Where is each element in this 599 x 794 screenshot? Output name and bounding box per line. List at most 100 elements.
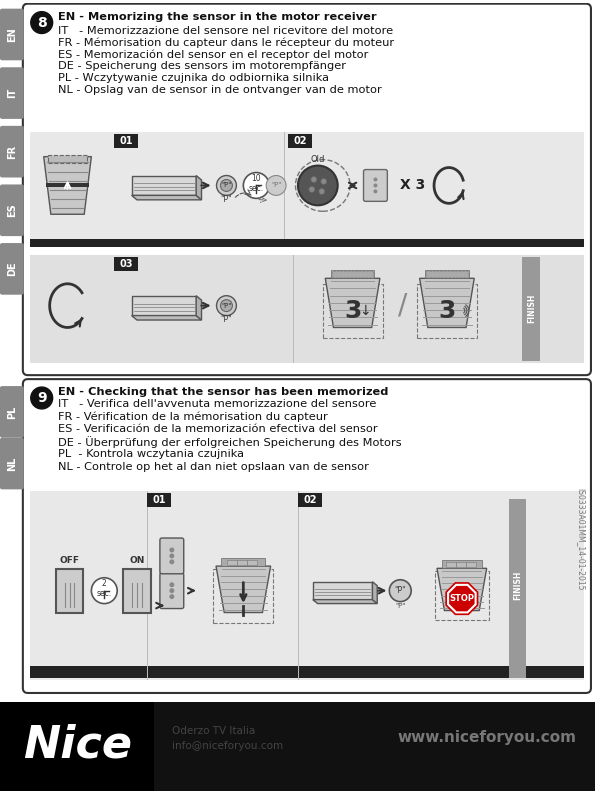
Text: OFF: OFF (59, 557, 80, 565)
Text: Nice SpA: Nice SpA (172, 709, 231, 723)
Bar (298, 491, 300, 680)
Polygon shape (313, 599, 377, 603)
Circle shape (170, 553, 174, 558)
Text: 9: 9 (37, 391, 47, 405)
FancyBboxPatch shape (0, 126, 24, 178)
FancyBboxPatch shape (56, 569, 83, 612)
Text: FR - Vérification de la mémorisation du capteur: FR - Vérification de la mémorisation du … (58, 411, 328, 422)
Text: EN - Memorizing the sensor in the motor receiver: EN - Memorizing the sensor in the motor … (58, 12, 376, 21)
Circle shape (220, 179, 232, 191)
Bar (30, 666, 584, 678)
Bar (237, 560, 247, 565)
Text: "P": "P" (220, 315, 232, 324)
Text: X 3: X 3 (400, 179, 425, 192)
Text: NL - Opslag van de sensor in de ontvanger van de motor: NL - Opslag van de sensor in de ontvange… (58, 85, 382, 95)
Text: PL: PL (7, 405, 17, 418)
Circle shape (170, 582, 174, 588)
FancyBboxPatch shape (298, 493, 322, 507)
Text: 02: 02 (303, 495, 317, 505)
Bar (522, 257, 540, 361)
Polygon shape (44, 156, 92, 214)
Text: info@niceforyou.com: info@niceforyou.com (172, 741, 283, 750)
Text: "P": "P" (220, 195, 232, 204)
Circle shape (309, 187, 315, 192)
FancyBboxPatch shape (0, 67, 24, 119)
Circle shape (170, 560, 174, 565)
Polygon shape (132, 295, 196, 315)
Bar (332, 272, 373, 277)
Bar (509, 499, 527, 678)
Polygon shape (325, 279, 380, 327)
FancyBboxPatch shape (114, 134, 138, 148)
Bar (0, 702, 154, 792)
FancyBboxPatch shape (49, 156, 87, 164)
Text: ES - Memorización del sensor en el receptor del motor: ES - Memorización del sensor en el recep… (58, 49, 368, 60)
Circle shape (373, 183, 377, 187)
Text: FR: FR (7, 145, 17, 159)
Circle shape (92, 578, 117, 603)
FancyBboxPatch shape (114, 257, 138, 271)
Bar (425, 271, 469, 279)
Polygon shape (132, 315, 201, 320)
Circle shape (311, 176, 317, 183)
Bar (46, 183, 89, 187)
Bar (426, 272, 468, 277)
Text: www.niceforyou.com: www.niceforyou.com (397, 730, 576, 745)
Text: DE - Überprüfung der erfolgreichen Speicherung des Motors: DE - Überprüfung der erfolgreichen Speic… (58, 436, 401, 448)
Text: 10
sec.: 10 sec. (249, 174, 264, 193)
Polygon shape (373, 582, 377, 603)
Text: "P": "P" (221, 183, 232, 188)
Text: STOP: STOP (449, 594, 474, 603)
Polygon shape (445, 582, 479, 615)
Text: IS0333A01MM_14-01-2015: IS0333A01MM_14-01-2015 (576, 488, 586, 590)
Circle shape (216, 295, 237, 315)
Text: ES - Verificación de la memorización efectiva del sensor: ES - Verificación de la memorización efe… (58, 424, 377, 434)
Text: 02: 02 (293, 136, 307, 146)
Bar (284, 132, 285, 239)
Bar (30, 255, 584, 363)
Bar (456, 562, 466, 568)
Polygon shape (132, 175, 196, 195)
Text: "P": "P" (395, 586, 406, 596)
Circle shape (319, 188, 325, 195)
Text: FINISH: FINISH (513, 571, 522, 600)
Bar (466, 562, 476, 568)
Circle shape (321, 179, 327, 184)
Text: FINISH: FINISH (527, 294, 536, 323)
Text: 01: 01 (152, 495, 166, 505)
Text: ↓: ↓ (359, 303, 370, 318)
Text: DE - Speicherung des sensors im motorempfänger: DE - Speicherung des sensors im motoremp… (58, 61, 346, 71)
Polygon shape (196, 175, 201, 200)
Text: FR - Mémorisation du capteur dans le récepteur du moteur: FR - Mémorisation du capteur dans le réc… (58, 37, 394, 48)
Polygon shape (437, 569, 486, 611)
FancyBboxPatch shape (23, 4, 591, 375)
Circle shape (373, 178, 377, 182)
Text: NL: NL (7, 457, 17, 471)
FancyBboxPatch shape (0, 184, 24, 236)
Text: EN: EN (7, 27, 17, 42)
Circle shape (170, 588, 174, 593)
Bar (247, 560, 257, 565)
Text: 03: 03 (119, 259, 133, 269)
Circle shape (243, 172, 269, 198)
Bar (222, 558, 265, 566)
Text: IT   - Verifica dell'avvenuta memorizzazione del sensore: IT - Verifica dell'avvenuta memorizzazio… (58, 399, 376, 410)
Text: EN - Checking that the sensor has been memorized: EN - Checking that the sensor has been m… (58, 387, 388, 397)
Text: PL - Wczytywanie czujnika do odbiornika silnika: PL - Wczytywanie czujnika do odbiornika … (58, 73, 329, 83)
Bar (30, 491, 584, 680)
Circle shape (31, 12, 53, 33)
Text: 8: 8 (37, 16, 47, 29)
Bar (331, 271, 374, 279)
Polygon shape (216, 566, 271, 612)
Polygon shape (196, 295, 201, 320)
Bar (30, 239, 584, 247)
Text: IT   - Memorizzazione del sensore nel ricevitore del motore: IT - Memorizzazione del sensore nel rice… (58, 25, 393, 36)
Bar (442, 561, 482, 569)
Text: 2
sec.: 2 sec. (96, 579, 112, 599)
Text: /: / (398, 291, 407, 320)
Text: PL  - Kontrola wczytania czujnika: PL - Kontrola wczytania czujnika (58, 449, 244, 459)
Text: 3: 3 (344, 299, 361, 322)
Circle shape (389, 580, 411, 602)
FancyBboxPatch shape (160, 572, 184, 608)
FancyBboxPatch shape (123, 569, 151, 612)
